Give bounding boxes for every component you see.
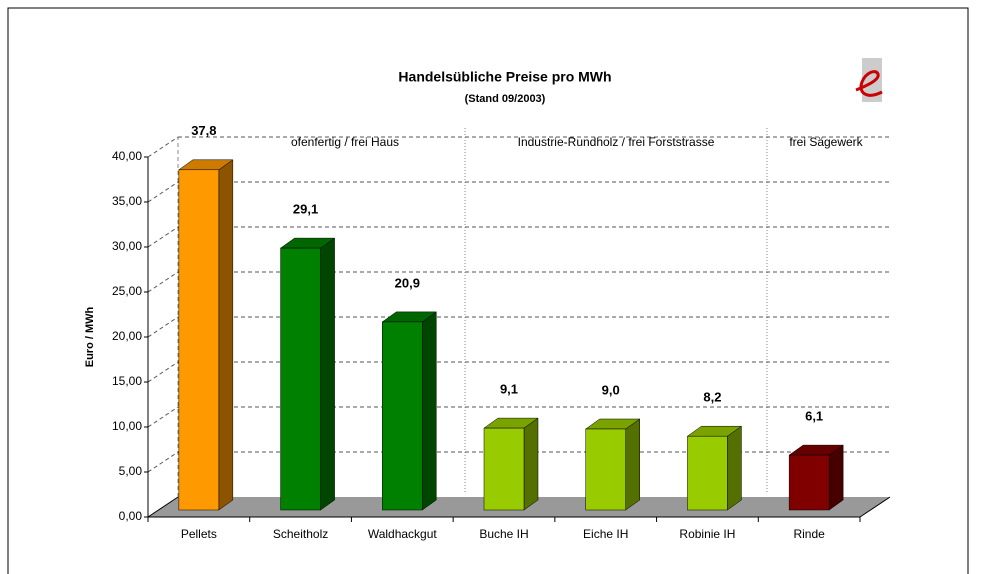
bar xyxy=(788,454,830,511)
bar-side-shade xyxy=(625,419,640,510)
group-label: Industrie-Rundholz / frei Forststrasse xyxy=(518,135,715,149)
bar-side-shade xyxy=(320,238,335,510)
x-tick-label: Robinie IH xyxy=(679,527,735,541)
floor-edge xyxy=(147,496,179,518)
y-tick-label: 25,00 xyxy=(112,284,142,298)
grid-line xyxy=(147,226,179,248)
bar xyxy=(585,428,626,511)
y-tick-label: 5,00 xyxy=(119,464,143,478)
y-tick-label: 30,00 xyxy=(112,239,142,253)
bar xyxy=(178,169,220,511)
value-label: 37,8 xyxy=(191,123,216,138)
x-tick-label: Eiche IH xyxy=(583,527,628,541)
bar-side-shade xyxy=(422,311,437,510)
group-label: frei Sägewerk xyxy=(789,135,863,149)
group-label: ofenfertig / frei Haus xyxy=(291,135,399,149)
bar xyxy=(382,321,423,511)
grid-line xyxy=(147,451,179,473)
grid-line xyxy=(147,136,179,158)
floor-edge xyxy=(859,496,891,518)
value-label: 29,1 xyxy=(293,202,318,217)
x-tick-label: Rinde xyxy=(793,527,825,541)
logo xyxy=(855,58,883,102)
chart-title: Handelsübliche Preise pro MWh xyxy=(398,69,611,85)
bar-side-shade xyxy=(524,418,538,510)
bar xyxy=(483,427,525,511)
x-tick-label: Scheitholz xyxy=(273,527,328,541)
logo-glyph xyxy=(855,70,883,97)
y-tick-label: 0,00 xyxy=(119,509,143,523)
bar-top-shade xyxy=(382,311,437,322)
bar-top-shade xyxy=(585,419,640,429)
bar-top-shade xyxy=(789,445,844,456)
grid-line xyxy=(147,181,179,203)
frame xyxy=(7,7,969,574)
chart-subtitle: (Stand 09/2003) xyxy=(465,93,546,105)
x-tick-label: Pellets xyxy=(181,527,217,541)
y-tick-label: 35,00 xyxy=(112,194,142,208)
grid-line xyxy=(147,406,179,428)
grid-line xyxy=(147,271,179,293)
bar-side-shade xyxy=(829,445,844,510)
value-label: 9,1 xyxy=(500,382,518,397)
bar-side-shade xyxy=(727,426,742,510)
value-label: 6,1 xyxy=(805,409,823,424)
bar xyxy=(280,247,321,511)
bar-side-shade xyxy=(218,159,233,511)
logo-box xyxy=(862,58,882,102)
y-axis-label: Euro / MWh xyxy=(84,306,96,367)
grid-line xyxy=(147,361,179,383)
value-label: 8,2 xyxy=(703,390,721,405)
y-tick-label: 20,00 xyxy=(112,329,142,343)
x-tick-label: Waldhackgut xyxy=(368,527,438,541)
value-label: 9,0 xyxy=(602,382,620,397)
bar-top-shade xyxy=(687,426,742,437)
value-label: 20,9 xyxy=(395,275,420,290)
bar-top-shade xyxy=(178,159,233,170)
bar-top-shade xyxy=(280,238,335,249)
y-tick-label: 40,00 xyxy=(112,149,142,163)
bar-top-shade xyxy=(484,418,538,429)
y-tick-label: 10,00 xyxy=(112,419,142,433)
grid-line xyxy=(147,316,179,338)
bar xyxy=(687,435,728,511)
x-tick-label: Buche IH xyxy=(479,527,528,541)
y-tick-label: 15,00 xyxy=(112,374,142,388)
